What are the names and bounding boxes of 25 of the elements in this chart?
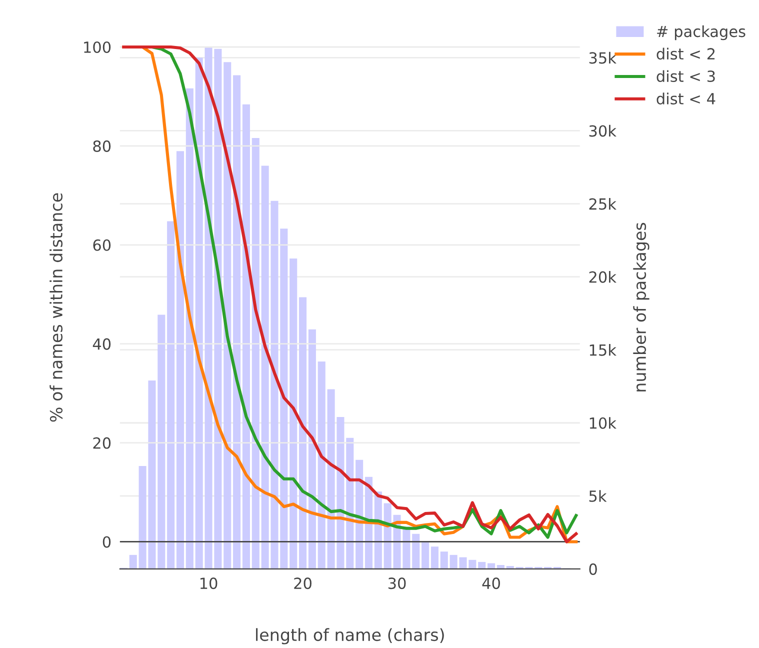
legend-label: dist < 4: [656, 92, 716, 104]
y2-tick-label: 25k: [589, 198, 616, 210]
x-axis-title: length of name (chars): [256, 628, 444, 644]
y-tick-label: 100: [84, 41, 111, 54]
y-tick-label: 20: [93, 437, 111, 449]
y-tick-label: 60: [93, 239, 111, 251]
y2-tick-label: 10k: [590, 417, 616, 429]
legend-label: dist < 3: [656, 70, 715, 82]
legend-label: dist < 2: [656, 48, 715, 60]
y2-tick-label: 35k: [589, 52, 616, 64]
y2-tick-label: 5k: [589, 490, 607, 502]
y2-tick-label: 0: [589, 563, 597, 575]
x-tick-label: 10: [200, 578, 218, 590]
x-tick-label: 30: [388, 578, 406, 590]
y-axis-title: % of names within distance: [50, 193, 63, 422]
y2-tick-label: 20k: [589, 270, 616, 283]
y2-tick-label: 15k: [590, 344, 616, 356]
y-tick-label: 80: [93, 140, 111, 152]
y-tick-label: 0: [102, 536, 111, 548]
y-tick-label: 40: [92, 338, 111, 350]
y2-axis-title: number of packages: [633, 222, 650, 392]
y2-tick-label: 30k: [589, 124, 616, 137]
x-tick-label: 20: [294, 578, 312, 590]
legend-label: # packages: [657, 25, 746, 40]
x-tick-label: 40: [482, 578, 500, 590]
